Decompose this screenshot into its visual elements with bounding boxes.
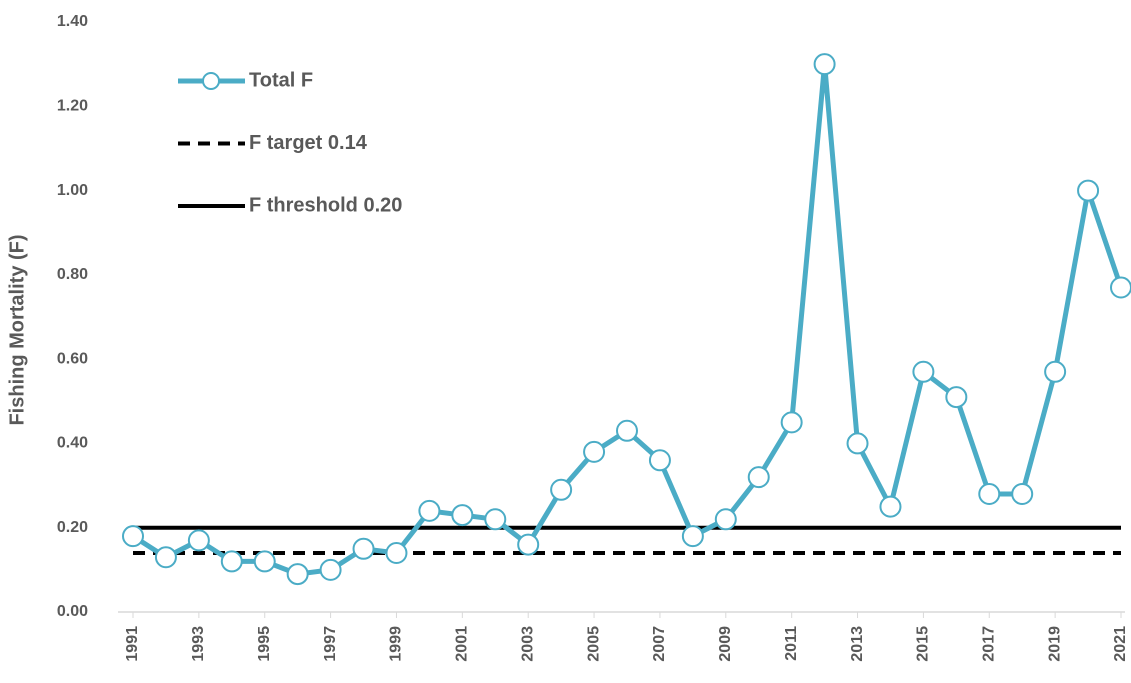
data-point [714,508,737,531]
data-point [253,550,276,573]
data-point [1110,276,1131,299]
data-point [681,525,704,548]
y-tick-label: 0.40 [57,435,88,452]
data-point [1077,179,1100,202]
data-point [945,386,968,409]
data-point [550,478,573,501]
x-tick-label: 2007 [651,626,668,662]
x-tick-label: 2017 [980,626,997,662]
data-point [154,546,177,569]
data-point [122,525,144,548]
data-point [352,537,375,560]
data-point [813,53,836,76]
x-tick-label: 1995 [256,626,273,662]
data-point [583,440,606,463]
data-point [187,529,210,552]
legend-marker [202,72,220,90]
data-point [912,360,935,383]
data-point [286,563,309,586]
x-tick-label: 2003 [519,626,536,662]
data-point [747,466,770,489]
y-tick-label: 0.20 [57,519,88,536]
x-tick-label: 2015 [915,626,932,662]
x-tick-label: 2021 [1112,626,1129,662]
y-axis-title: Fishing Mortality (F) [6,234,28,425]
x-tick-label: 1991 [124,626,141,662]
x-tick-label: 2013 [849,626,866,662]
y-tick-label: 1.40 [57,13,88,30]
data-point [1011,483,1034,505]
data-point [319,558,342,581]
y-tick-label: 0.60 [57,350,88,367]
x-tick-label: 2009 [717,626,734,662]
data-point [648,449,671,472]
legend-label: F target 0.14 [249,132,368,154]
x-tick-label: 1997 [322,626,339,662]
data-point [616,419,638,442]
legend-label: F threshold 0.20 [249,194,402,216]
x-tick-label: 1993 [190,626,207,662]
x-tick-label: 2019 [1046,626,1063,662]
data-point [418,499,441,522]
data-point [220,550,243,573]
data-point [879,495,902,518]
data-point [978,483,1001,505]
data-point [517,533,540,556]
x-tick-label: 1999 [388,626,405,662]
data-point [780,411,803,434]
data-point [385,542,408,564]
data-point [451,504,474,527]
y-tick-label: 1.20 [57,98,88,115]
x-tick-label: 2011 [783,626,800,661]
data-point [846,432,869,455]
x-tick-label: 2001 [454,626,471,662]
x-tick-label: 2005 [585,626,602,662]
y-tick-label: 0.80 [57,266,88,283]
y-tick-label: 0.00 [57,603,88,620]
data-point [1044,360,1067,383]
data-point [484,508,507,531]
y-tick-label: 1.00 [57,182,88,199]
legend-label: Total F [249,69,313,91]
